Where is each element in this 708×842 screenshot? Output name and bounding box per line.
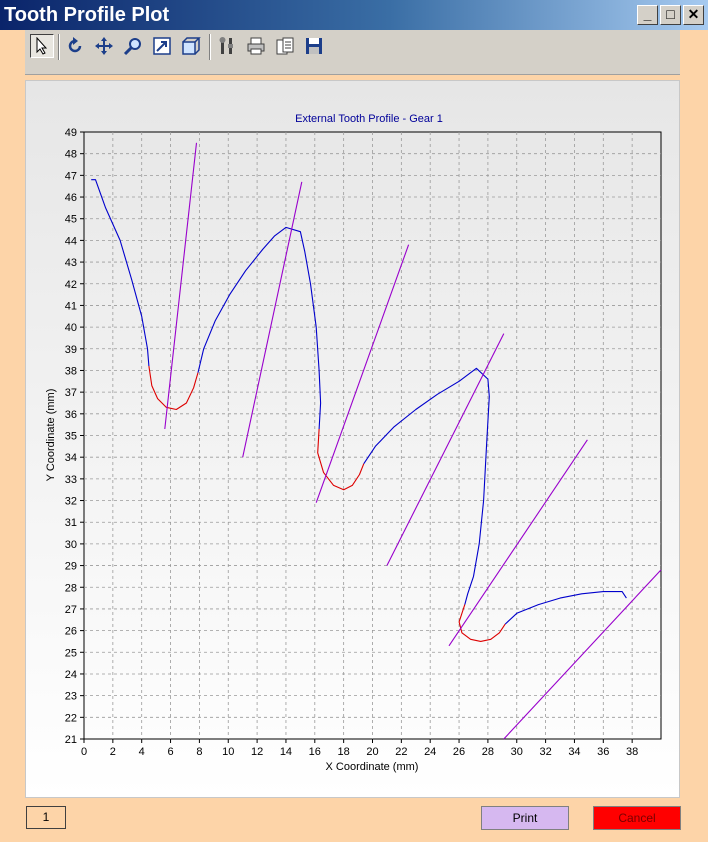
print-icon[interactable]	[244, 34, 268, 58]
tooth-profile-chart[interactable]: External Tooth Profile - Gear 1 0 2 4 6 8 10 1…	[26, 81, 681, 799]
x-tick-label: 8	[196, 746, 202, 758]
fillet-curve	[458, 604, 506, 642]
x-tick-label: 30	[511, 746, 523, 758]
x-tick-label: 32	[539, 746, 551, 758]
flank-curve	[91, 179, 150, 367]
fillet-curve	[148, 366, 199, 411]
line-of-action-curve	[315, 244, 410, 503]
x-tick-label: 2	[110, 746, 116, 758]
x-tick-label: 34	[568, 746, 580, 758]
x-axis-ticks: 0 2 4 6 8 10 12 14 16 18 20 22 24 26 28 30 32 34 36 38	[81, 739, 638, 758]
zoom-icon[interactable]	[121, 34, 145, 58]
cancel-button[interactable]: Cancel	[593, 806, 681, 830]
y-axis-ticks: 21 22 23 24 25 26 27 28 29 30 31 32 33 34 35 36 37 38 39 40…	[65, 127, 84, 746]
maximize-button[interactable]: □	[660, 5, 681, 25]
y-tick-label: 35	[65, 431, 77, 443]
zoom-box-icon[interactable]	[150, 34, 174, 58]
y-tick-label: 21	[65, 734, 77, 746]
y-tick-label: 39	[65, 344, 77, 356]
x-tick-label: 26	[453, 746, 465, 758]
x-tick-label: 22	[395, 746, 407, 758]
y-tick-label: 30	[65, 539, 77, 551]
y-tick-label: 36	[65, 409, 77, 421]
x-tick-label: 14	[280, 746, 292, 758]
y-tick-label: 23	[65, 691, 77, 703]
window-title: Tooth Profile Plot	[4, 4, 170, 26]
line-of-action-curve	[386, 333, 505, 566]
y-tick-label: 27	[65, 604, 77, 616]
y-tick-label: 40	[65, 322, 77, 334]
y-tick-label: 47	[65, 170, 77, 182]
y-tick-label: 41	[65, 300, 77, 312]
y-tick-label: 28	[65, 582, 77, 594]
pointer-icon[interactable]	[30, 34, 54, 58]
chart-title: External Tooth Profile - Gear 1	[295, 113, 443, 125]
y-tick-label: 24	[65, 669, 77, 681]
line-of-action-curve	[503, 569, 662, 740]
y-tick-label: 26	[65, 626, 77, 638]
x-tick-label: 12	[251, 746, 263, 758]
y-tick-label: 46	[65, 192, 77, 204]
toolbar	[25, 30, 680, 75]
y-tick-label: 29	[65, 561, 77, 573]
copy-icon[interactable]	[273, 34, 297, 58]
x-tick-label: 18	[338, 746, 350, 758]
x-axis-label: X Coordinate (mm)	[326, 761, 419, 773]
x-tick-label: 16	[309, 746, 321, 758]
minimize-button[interactable]: _	[637, 5, 658, 25]
y-tick-label: 44	[65, 235, 77, 247]
plot-panel: External Tooth Profile - Gear 1 0 2 4 6 8 10 1…	[25, 80, 680, 798]
chart-grid	[84, 132, 661, 739]
y-tick-label: 43	[65, 257, 77, 269]
x-tick-label: 36	[597, 746, 609, 758]
print-button[interactable]: Print	[481, 806, 569, 830]
close-button[interactable]: ✕	[683, 5, 704, 25]
y-tick-label: 34	[65, 452, 77, 464]
flank-curve	[197, 226, 322, 430]
x-tick-label: 4	[139, 746, 145, 758]
y-tick-label: 48	[65, 149, 77, 161]
y-tick-label: 22	[65, 712, 77, 724]
y-tick-label: 33	[65, 474, 77, 486]
y-tick-label: 32	[65, 496, 77, 508]
x-tick-label: 6	[167, 746, 173, 758]
flank-curve	[363, 367, 490, 605]
save-icon[interactable]	[302, 34, 326, 58]
tools-icon[interactable]	[215, 34, 239, 58]
x-tick-label: 10	[222, 746, 234, 758]
fillet-curve	[317, 428, 365, 491]
flank-curve	[504, 591, 627, 625]
chart-series	[91, 142, 662, 740]
y-tick-label: 31	[65, 517, 77, 529]
y-tick-label: 42	[65, 279, 77, 291]
x-tick-label: 28	[482, 746, 494, 758]
line-of-action-curve	[448, 439, 588, 647]
line-of-action-curve	[164, 142, 198, 430]
y-tick-label: 45	[65, 214, 77, 226]
y-tick-label: 49	[65, 127, 77, 139]
x-tick-label: 0	[81, 746, 87, 758]
y-tick-label: 37	[65, 387, 77, 399]
y-axis-label: Y Coordinate (mm)	[45, 389, 57, 482]
pan-icon[interactable]	[92, 34, 116, 58]
line-of-action-curve	[242, 181, 303, 458]
rotate-icon[interactable]	[63, 34, 87, 58]
window-titlebar: Tooth Profile Plot _ □ ✕	[0, 0, 708, 30]
y-tick-label: 25	[65, 647, 77, 659]
x-tick-label: 20	[366, 746, 378, 758]
page-indicator: 1	[26, 806, 66, 829]
view-3d-icon[interactable]	[179, 34, 203, 58]
x-tick-label: 38	[626, 746, 638, 758]
x-tick-label: 24	[424, 746, 436, 758]
y-tick-label: 38	[65, 365, 77, 377]
